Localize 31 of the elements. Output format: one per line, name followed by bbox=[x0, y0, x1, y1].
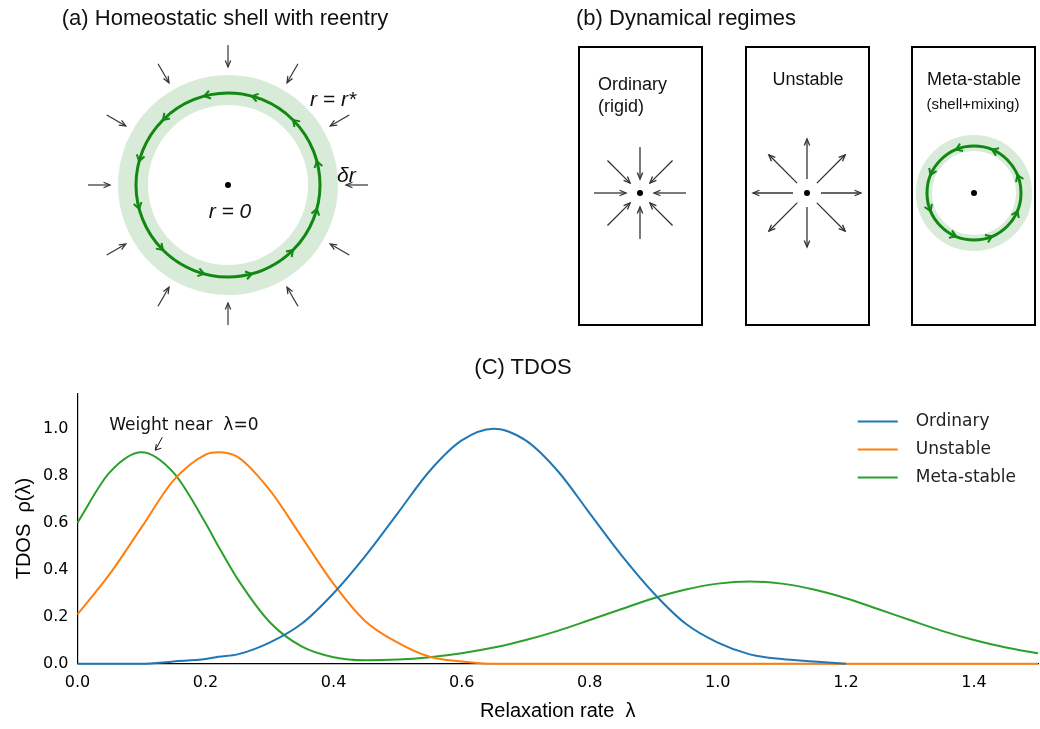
x-tick-label: 0.2 bbox=[192, 671, 219, 691]
chart-title: (C) TDOS bbox=[474, 354, 572, 380]
y-tick-label: 0.2 bbox=[42, 605, 69, 625]
y-tick-label: 0.0 bbox=[42, 652, 69, 672]
x-tick-label: 0.4 bbox=[320, 671, 347, 691]
text: Meta-stable bbox=[926, 69, 1022, 89]
text: Unstable bbox=[772, 69, 844, 89]
text: (rigid) bbox=[598, 96, 645, 116]
text: δr bbox=[337, 163, 357, 186]
text: Ordinary bbox=[598, 74, 668, 94]
legend-label: Ordinary bbox=[915, 409, 990, 430]
text: r = 0 bbox=[208, 199, 252, 222]
y-tick-label: 0.4 bbox=[42, 558, 69, 578]
text: r = r* bbox=[310, 87, 357, 110]
x-tick-label: 0.8 bbox=[577, 671, 603, 691]
x-tick-label: 1.2 bbox=[833, 671, 859, 691]
text: (shell+mixing) bbox=[926, 95, 1020, 112]
x-axis-title: Relaxation rate λ bbox=[479, 698, 636, 721]
annotation: Weight near λ=0 bbox=[109, 414, 259, 435]
text: (a) Homeostatic shell with reentry bbox=[61, 5, 389, 30]
text: (b) Dynamical regimes bbox=[576, 5, 797, 30]
y-tick-label: 1.0 bbox=[42, 417, 69, 437]
y-axis-title: TDOS ρ(λ) bbox=[11, 477, 34, 580]
x-tick-label: 1.4 bbox=[961, 671, 987, 691]
y-tick-label: 0.6 bbox=[42, 511, 69, 531]
x-tick-label: 0.0 bbox=[64, 671, 91, 691]
x-tick-label: 0.6 bbox=[448, 671, 475, 691]
x-tick-label: 1.0 bbox=[705, 671, 731, 691]
y-tick-label: 0.8 bbox=[42, 464, 69, 484]
legend-label: Meta-stable bbox=[915, 465, 1017, 486]
legend-label: Unstable bbox=[915, 437, 991, 458]
